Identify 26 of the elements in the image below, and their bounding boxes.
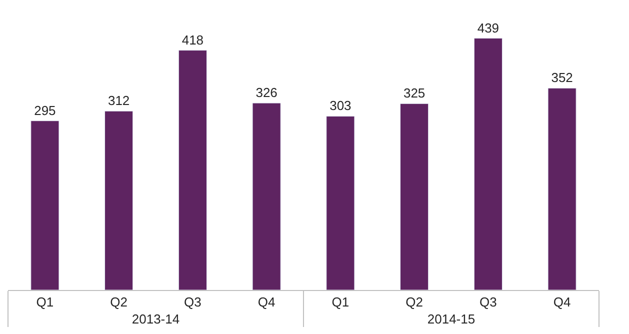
x-tick-label: Q2 <box>406 294 423 310</box>
x-tick-label: Q4 <box>258 294 276 310</box>
bar <box>252 102 281 290</box>
data-label: 326 <box>256 85 278 100</box>
x-tick-label: Q3 <box>184 294 202 310</box>
data-label: 295 <box>34 102 56 118</box>
text: 2014-15 <box>427 312 476 327</box>
data-label: 303 <box>330 98 352 114</box>
text: 2013-14 <box>132 312 180 327</box>
data-label: 325 <box>403 86 426 101</box>
bar <box>400 103 429 290</box>
data-label: 312 <box>108 93 130 108</box>
x-tick-label: Q1 <box>332 294 350 310</box>
bar <box>474 38 502 290</box>
x-tick-label: Q1 <box>36 294 54 310</box>
x-tick-label: Q2 <box>110 294 128 310</box>
data-label: 439 <box>477 20 500 36</box>
x-tick-label: Q3 <box>480 294 497 310</box>
bar <box>30 120 60 290</box>
bar <box>548 88 576 290</box>
x-tick-label: Q4 <box>553 294 571 310</box>
data-label: 418 <box>182 32 204 48</box>
bar <box>104 110 134 290</box>
data-label: 352 <box>551 70 573 86</box>
bar <box>326 116 355 290</box>
bar <box>178 50 207 290</box>
